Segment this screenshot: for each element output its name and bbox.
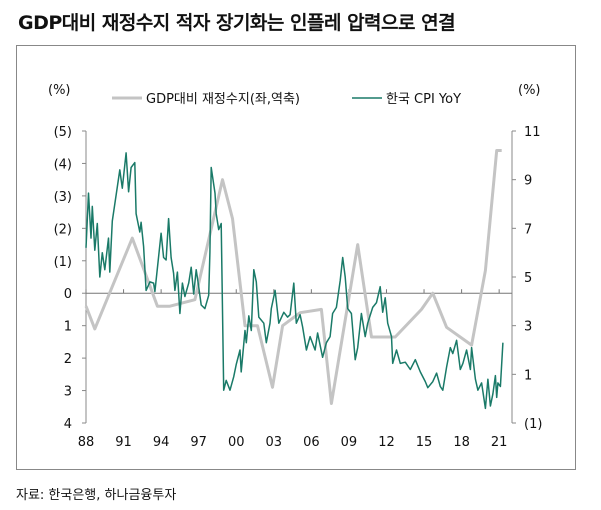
left-tick-label: (1) — [54, 255, 72, 270]
right-tick-label: (1) — [524, 417, 542, 432]
x-tick-label: 00 — [228, 435, 245, 450]
left-tick-label: (3) — [54, 190, 72, 205]
x-tick-label: 06 — [303, 435, 320, 450]
x-tick-label: 09 — [341, 435, 358, 450]
legend-label-cpi: 한국 CPI YoY — [386, 92, 461, 107]
x-tick-label: 03 — [266, 435, 283, 450]
right-tick-label: 5 — [524, 271, 532, 286]
x-tick-label: 15 — [416, 435, 433, 450]
x-tick-label: 88 — [78, 435, 95, 450]
x-tick-label: 94 — [153, 435, 170, 450]
fiscal-balance-line — [84, 149, 502, 405]
source-note: 자료: 한국은행, 하나금융투자 — [16, 488, 177, 503]
left-tick-label: (4) — [54, 157, 72, 172]
cpi-yoy-line — [85, 152, 504, 410]
left-unit-label: (%) — [48, 83, 71, 98]
left-tick-label: 1 — [64, 320, 72, 335]
x-tick-label: 12 — [378, 435, 395, 450]
right-tick-label: 9 — [524, 174, 532, 189]
right-tick-label: 7 — [524, 222, 532, 237]
left-tick-label: 3 — [64, 385, 72, 400]
x-tick-label: 21 — [491, 435, 508, 450]
left-tick-label: 4 — [64, 417, 72, 432]
x-tick-label: 18 — [453, 435, 470, 450]
legend-label-fiscal: GDP대비 재정수지(좌,역축) — [146, 92, 300, 107]
left-tick-label: 0 — [64, 287, 72, 302]
x-tick-label: 97 — [190, 435, 207, 450]
left-tick-label: (2) — [54, 222, 72, 237]
series-lines — [84, 149, 504, 410]
x-tick-label: 91 — [115, 435, 132, 450]
chart-frame — [16, 45, 576, 470]
left-tick-label: (5) — [54, 125, 72, 140]
right-unit-label: (%) — [518, 83, 541, 98]
left-tick-label: 2 — [64, 352, 72, 367]
legend: GDP대비 재정수지(좌,역축) 한국 CPI YoY — [112, 92, 461, 107]
right-tick-label: 11 — [524, 125, 541, 140]
right-tick-label: 1 — [524, 368, 532, 383]
chart-title: GDP대비 재정수지 적자 장기화는 인플레 압력으로 연결 — [18, 12, 456, 34]
right-tick-label: 3 — [524, 320, 532, 335]
